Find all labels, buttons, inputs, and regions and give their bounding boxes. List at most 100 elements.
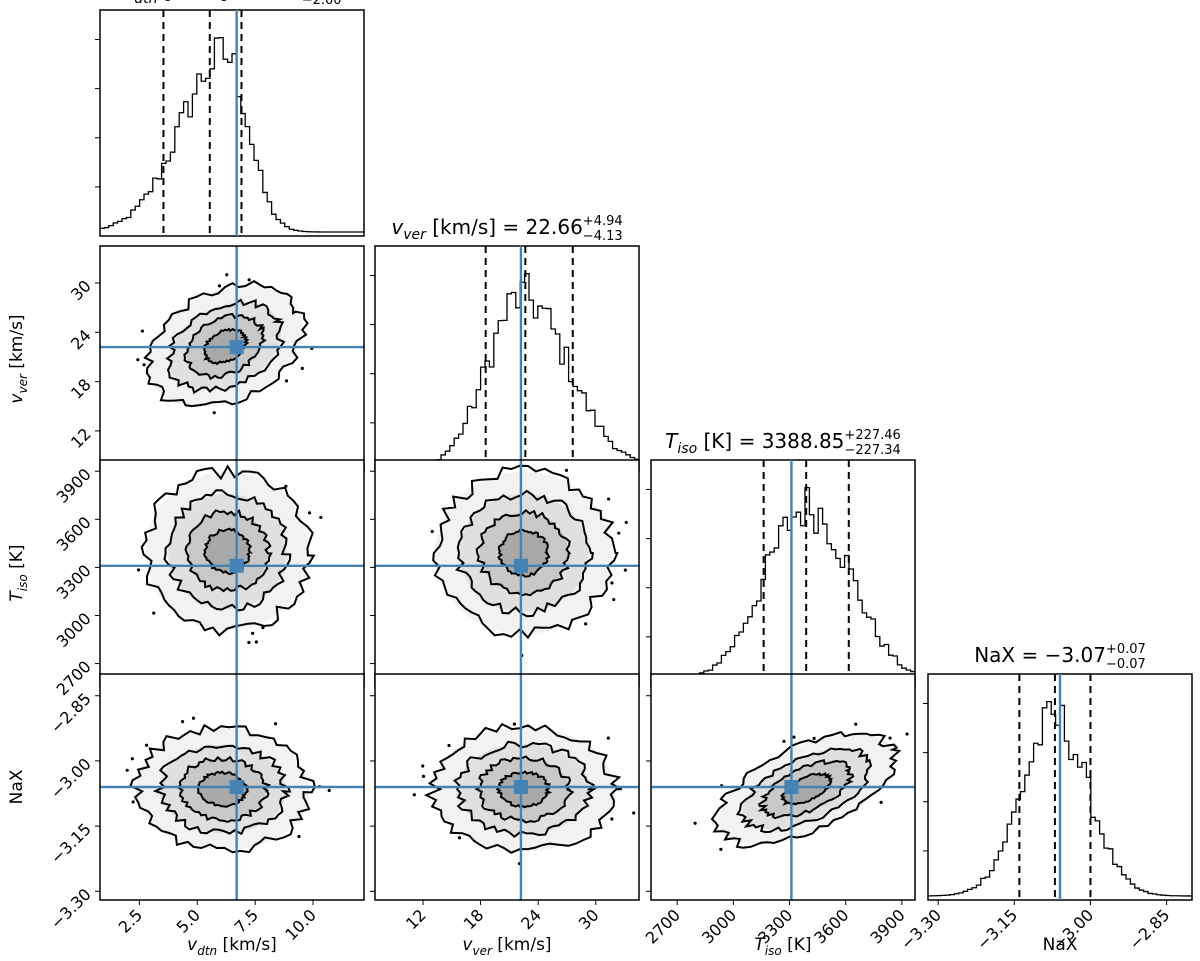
- outlier-point: [447, 743, 451, 748]
- outlier-point: [247, 640, 251, 645]
- y-tick-label-NaX: −3.15: [47, 820, 95, 868]
- outlier-point: [610, 817, 614, 821]
- hist-panel-NaX: [923, 673, 1193, 901]
- x-axis-label-v_dtn: vdtn [km/s]: [187, 935, 277, 958]
- outlier-point: [693, 821, 697, 825]
- contour-level-1: [152, 744, 292, 836]
- outlier-point: [284, 379, 289, 383]
- contour-level-3: [497, 528, 551, 578]
- outlier-point: [421, 774, 426, 778]
- contour-level-0: [129, 723, 316, 854]
- outlier-point: [130, 757, 134, 761]
- outlier-point: [251, 631, 255, 635]
- contour-level-2: [184, 508, 273, 593]
- contour-level-1: [165, 298, 286, 395]
- density-fill: [499, 530, 548, 576]
- title-minus-T_iso: −227.34: [844, 443, 900, 458]
- x-tick-label-T_iso: 3600: [810, 905, 852, 947]
- pair-frame: [650, 673, 916, 901]
- y-tick-label-v_ver: 12: [67, 424, 95, 452]
- outlier-point: [131, 800, 135, 804]
- x-axis-label-v_ver: vver [km/s]: [462, 935, 551, 958]
- outlier-point: [327, 788, 331, 793]
- contour-level-0: [710, 730, 902, 849]
- pair-frame: [99, 673, 365, 901]
- y-tick-label-v_ver: 24: [67, 326, 95, 354]
- hist-step-v_dtn: [100, 36, 364, 233]
- truth-marker: [229, 340, 244, 355]
- outlier-point: [623, 568, 627, 572]
- x-tick-label-v_dtn: 7.5: [231, 905, 262, 936]
- outlier-point: [606, 736, 610, 740]
- outlier-point: [152, 611, 156, 615]
- outlier-point: [212, 411, 216, 415]
- y-tick-label-NaX: −3.00: [47, 754, 95, 802]
- title-NaX: NaX = −3.07+0.07: [974, 642, 1146, 667]
- title-v_dtn: vdtn [km/s] = 5.54+1.37: [122, 0, 341, 7]
- density-fill: [782, 774, 831, 805]
- title-minus-v_ver: −4.13: [583, 229, 623, 244]
- y-tick-label-T_iso: 3000: [53, 609, 95, 651]
- density: [693, 722, 909, 851]
- outlier-point: [297, 834, 301, 839]
- outlier-point: [792, 735, 796, 739]
- contour-level-1: [163, 489, 292, 612]
- outlier-point: [180, 720, 185, 724]
- outlier-point: [719, 847, 723, 851]
- outlier-point: [782, 739, 786, 743]
- hist-panel-v_ver: [370, 245, 640, 473]
- outlier-point: [140, 329, 145, 333]
- outlier-point: [421, 764, 425, 768]
- outlier-point: [564, 468, 569, 472]
- title-v_ver: vver [km/s] = 22.66+4.94: [391, 214, 622, 243]
- y-tick-label-v_ver: 30: [67, 276, 95, 304]
- outlier-point: [512, 722, 516, 726]
- outlier-point: [617, 531, 621, 535]
- outlier-point: [300, 366, 304, 370]
- outlier-point: [136, 358, 140, 362]
- contour-level-2: [475, 508, 572, 597]
- pair-frame: [374, 673, 640, 901]
- contour-level-0: [143, 280, 309, 408]
- outlier-point: [217, 284, 222, 288]
- outlier-point: [319, 515, 323, 520]
- y-tick-label-NaX: −2.85: [47, 689, 95, 737]
- x-tick-label-T_iso: 3000: [698, 905, 740, 947]
- x-axis-label-T_iso: Tiso [K]: [754, 935, 811, 958]
- outlier-point: [254, 640, 258, 644]
- contour-level-2: [183, 312, 267, 381]
- truth-marker: [513, 558, 528, 573]
- y-tick-label-T_iso: 3300: [53, 561, 95, 603]
- x-tick-label-NaX: −3.15: [973, 905, 1021, 953]
- y-tick-label-NaX: −3.30: [47, 885, 95, 933]
- hist-frame: [650, 459, 916, 687]
- title-minus-NaX: −0.07: [1106, 657, 1146, 672]
- x-tick-label-v_ver: 30: [575, 905, 603, 933]
- outlier-point: [137, 568, 141, 572]
- x-axis-label-NaX: NaX: [1043, 935, 1078, 955]
- x-tick-label-NaX: −3.30: [897, 905, 945, 953]
- outlier-point: [854, 722, 858, 726]
- y-axis-label-T_iso: Tiso [K]: [7, 544, 30, 601]
- outlier-point: [191, 716, 196, 720]
- outlier-point: [624, 520, 628, 525]
- contour-level-0: [140, 464, 316, 637]
- x-tick-label-v_dtn: 5.0: [173, 905, 204, 936]
- outlier-point: [457, 836, 462, 840]
- truth-marker: [229, 558, 244, 573]
- y-tick-label-v_ver: 18: [67, 375, 95, 403]
- x-tick-label-v_dtn: 10.0: [281, 905, 320, 944]
- outlier-point: [632, 811, 636, 815]
- truth-marker: [784, 780, 799, 794]
- outlier-point: [610, 581, 614, 585]
- outlier-point: [284, 484, 288, 488]
- pair-panel-v_dtn-T_iso: [99, 459, 365, 687]
- y-tick-label-T_iso: 3600: [53, 513, 95, 555]
- outlier-point: [144, 743, 149, 747]
- x-tick-label-T_iso: 2700: [642, 905, 684, 947]
- outlier-point: [412, 793, 416, 797]
- contour-level-3: [780, 772, 834, 806]
- truth-marker: [229, 780, 244, 794]
- outlier-point: [142, 363, 146, 367]
